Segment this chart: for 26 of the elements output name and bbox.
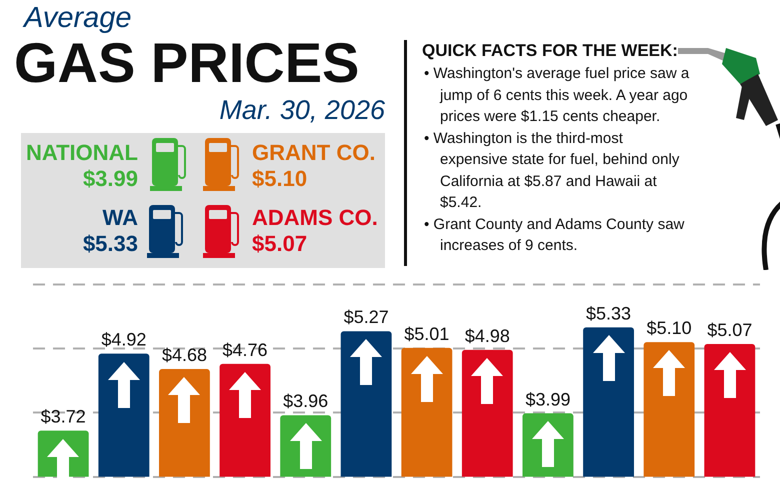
text: $5.10	[252, 166, 308, 192]
text: GRANT CO.	[252, 140, 376, 166]
data-label: $5.27	[344, 307, 389, 328]
text: ADAMS CO.	[252, 205, 379, 231]
data-label: $5.01	[404, 324, 450, 344]
data-label: $4.98	[464, 326, 510, 346]
data-label: $3.99	[525, 389, 570, 410]
text: QUICK FACTS FOR THE WEEK:	[422, 40, 678, 62]
data-label: $5.33	[586, 303, 632, 324]
text: • Grant County and Adams County saw increases of 9 cents.	[424, 214, 686, 256]
data-label: $4.92	[101, 330, 146, 350]
data-label: $4.68	[162, 345, 207, 366]
text: • Washington's average fuel price saw a jump of 6 cents this week. A year ago prices were $1.15 cents cheaper.	[424, 64, 690, 127]
text: • Washington is the third-most expensive state for fuel, behind only California at $5.87 and Hawaii at $5.42.	[424, 128, 680, 213]
data-label: $5.10	[646, 318, 692, 338]
data-label: $5.07	[707, 320, 752, 340]
chart-title: Average GAS PRICES	[14, 2, 360, 96]
text: $5.33	[82, 231, 138, 257]
text: $3.99	[82, 166, 138, 192]
text: WA	[102, 205, 138, 231]
data-label: $3.72	[40, 406, 86, 427]
text: $5.07	[252, 231, 308, 257]
data-label: $4.76	[222, 340, 268, 360]
chart-subtitle: Mar. 30, 2026	[219, 95, 385, 125]
data-label: $3.96	[283, 391, 328, 412]
text: NATIONAL	[24, 140, 138, 166]
